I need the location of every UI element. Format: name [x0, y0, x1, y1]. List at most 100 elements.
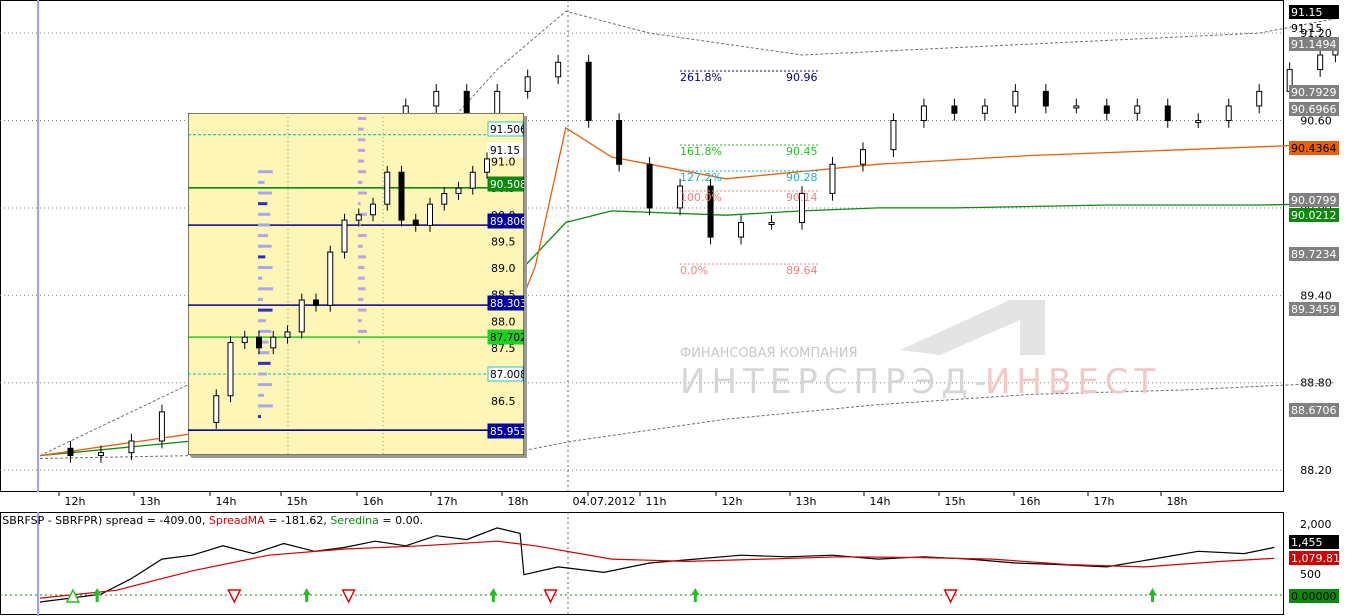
inset-profile-bar-10	[258, 308, 273, 312]
price-badge-label-5: 90.0799	[1291, 194, 1337, 207]
spread-y-tick-3: 500	[1300, 568, 1321, 581]
inset-badge-4	[487, 295, 524, 311]
price-badge-0	[1289, 5, 1339, 19]
candle-body-37	[1164, 105, 1171, 122]
candle-body-23	[738, 222, 745, 238]
fib-value-0: 90.96	[786, 71, 818, 84]
inset-badge-label-4: 88.303	[490, 298, 524, 310]
price-badge-9	[1289, 403, 1339, 417]
spread-title-part-0: (SBRFSP - SBRFPR) spread = -409.00,	[0, 514, 209, 527]
y-tick-label-0: 91.20	[1300, 27, 1332, 40]
candle-body-20	[646, 163, 653, 209]
candle-body-1	[67, 447, 74, 457]
price-badge-label-7: 89.7234	[1291, 248, 1337, 261]
candle-body-33	[1042, 90, 1049, 107]
candle-body-28	[890, 120, 897, 151]
inset-badge-6	[487, 366, 524, 382]
inset-candle-body-14	[398, 171, 405, 221]
candle-body-4	[158, 411, 165, 442]
price-badge-label-2: 90.7929	[1291, 86, 1337, 99]
candle-body-25	[799, 192, 805, 224]
inset-profile-bar-7	[258, 340, 269, 344]
inset-candle-body-2	[227, 342, 234, 397]
x-tick-label-8: 11h	[646, 495, 667, 508]
candle-body-2	[97, 452, 104, 457]
candle-body-27	[859, 149, 866, 165]
inset-candle-body-13	[384, 171, 391, 205]
price-badge-4	[1289, 141, 1339, 155]
inset-badge-5	[487, 329, 524, 345]
spread-badge-0	[1289, 535, 1339, 549]
inset-candle-body-17	[441, 193, 448, 205]
fib-label-1: 161.8%	[680, 145, 722, 158]
spread-title: (SBRFSP - SBRFPR) spread = -409.00, Spre…	[0, 514, 423, 527]
inset-profile-bar-1	[258, 404, 273, 408]
inset-profile-bar-20	[258, 202, 268, 206]
inset-profile-bar2-14	[358, 191, 367, 195]
inset-candle-body-11	[355, 214, 362, 221]
inset-badge-label-5: 87.702	[490, 332, 524, 344]
price-badge-6	[1289, 208, 1339, 222]
inset-candle-body-18	[455, 187, 462, 195]
inset-candle-body-19	[469, 171, 476, 189]
spread-title-part-4: = 0.00.	[379, 514, 423, 527]
candle-body-29	[920, 105, 927, 122]
inset-candle-body-12	[370, 203, 376, 216]
price-badge-8	[1289, 302, 1339, 316]
inset-profile-bar-8	[258, 329, 272, 333]
inset-profile-bar-5	[258, 361, 271, 365]
candle-body-17	[555, 61, 562, 78]
fib-value-1: 90.45	[786, 145, 818, 158]
price-badge-7	[1289, 247, 1339, 261]
candle-body-35	[1103, 105, 1110, 114]
inset-y-tick-6: 88.0	[491, 315, 516, 328]
inset-background	[187, 112, 525, 456]
inset-candle-body-3	[241, 336, 248, 344]
inset-profile-bar2-19	[358, 138, 366, 142]
signal-up-arrow-3	[691, 588, 700, 602]
candle-body-13	[433, 90, 440, 107]
x-tick-label-6: 18h	[508, 495, 529, 508]
candle-body-26	[829, 163, 836, 194]
signal-up-arrow-4	[1148, 588, 1157, 602]
inset-profile-bar-13	[258, 276, 263, 280]
inset-badge-label-3: 89.806	[490, 216, 524, 228]
price-badge-label-0: 91.15	[1291, 6, 1323, 19]
inset-profile-bar2-12	[358, 212, 367, 216]
spread-badge-1	[1289, 551, 1339, 565]
x-tick-label-9: 12h	[722, 495, 743, 508]
inset-y-tick-0: 91.0	[491, 156, 516, 169]
signal-down-triangle-0	[227, 589, 242, 604]
inset-profile-bar2-4	[358, 297, 364, 301]
watermark-line2a: ИНТЕРСПРЭД-	[680, 362, 992, 402]
inset-badge-7	[487, 423, 524, 439]
price-badge-label-1: 91.1494	[1291, 38, 1337, 51]
spread-title-part-3: Seredina	[330, 514, 379, 527]
watermark-logo	[900, 300, 1045, 355]
spread-indicator-panel[interactable]: (SBRFSP - SBRFPR) spread = -409.00, Spre…	[0, 512, 1350, 616]
inset-profile-bar-21	[258, 191, 272, 195]
candle-body-21	[677, 185, 684, 209]
fib-label-2: 127.2%	[680, 171, 722, 184]
signal-down-triangle-2	[543, 589, 558, 604]
fib-label-3: 100.0%	[680, 191, 722, 204]
candle-body-36	[1134, 105, 1141, 114]
candle-body-30	[951, 105, 958, 114]
y-tick-label-3: 89.40	[1300, 289, 1332, 302]
x-tick-label-11: 14h	[870, 495, 891, 508]
inset-y-tick-3: 89.5	[491, 235, 516, 248]
candle-body-39	[1225, 105, 1232, 122]
candle-body-40	[1256, 90, 1263, 107]
inset-profile-bar2-5	[358, 287, 366, 291]
y-tick-label-1: 90.60	[1300, 115, 1332, 128]
inset-badge-label-1: 91.15	[490, 145, 520, 157]
price-badge-1	[1289, 37, 1339, 51]
inset-profile-bar-11	[258, 297, 263, 301]
spread-badge-2	[1289, 589, 1339, 603]
inset-profile-bar-22	[258, 180, 265, 184]
signal-up-arrow-1	[302, 588, 311, 602]
inset-candle-body-10	[341, 219, 348, 253]
inset-candle-body-20	[484, 158, 490, 173]
inset-candle-body-4	[256, 336, 262, 349]
candle-body-42	[1317, 54, 1324, 71]
